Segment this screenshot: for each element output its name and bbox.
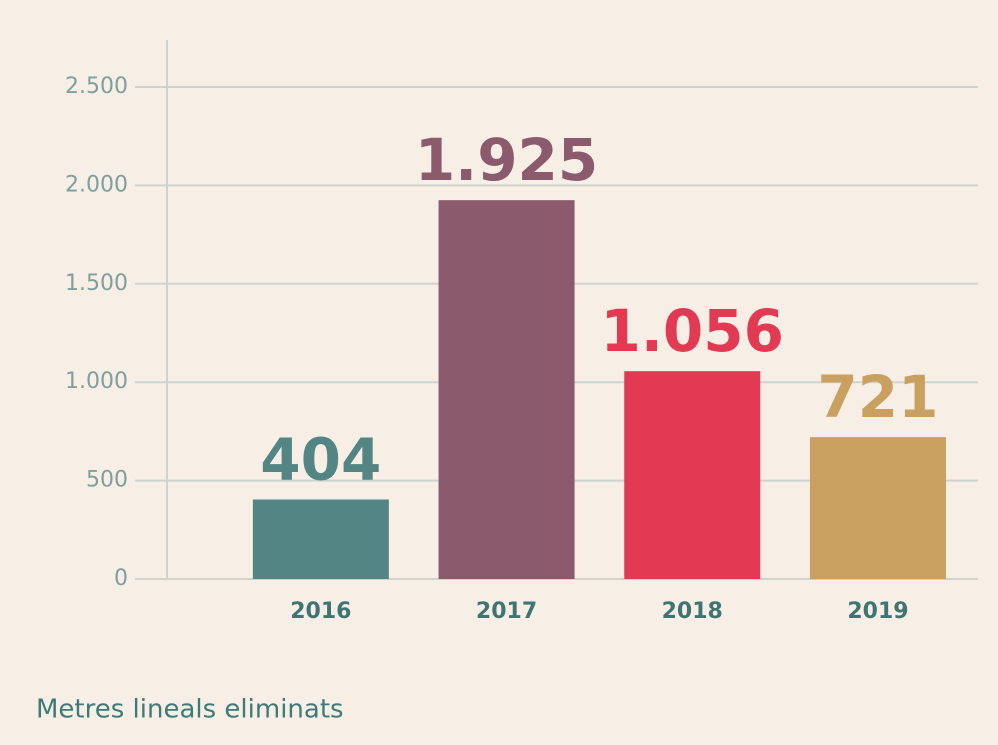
y-tick-label: 1.500 — [65, 271, 128, 296]
value-label: 1.925 — [415, 126, 598, 194]
value-label: 721 — [817, 363, 938, 431]
x-tick-label: 2017 — [476, 599, 537, 624]
bar — [438, 200, 575, 579]
y-tick-label: 2.000 — [65, 172, 128, 197]
x-tick-label: 2019 — [847, 599, 908, 624]
y-tick-label: 0 — [114, 566, 128, 591]
caption: Metres lineals eliminats — [36, 695, 344, 725]
bar — [252, 499, 389, 579]
value-label: 1.056 — [601, 297, 784, 365]
bar — [624, 371, 761, 579]
x-tick-label: 2016 — [290, 599, 351, 624]
x-tick-label: 2018 — [662, 599, 723, 624]
y-tick-label: 500 — [86, 468, 128, 493]
value-label: 404 — [260, 425, 381, 493]
y-tick-label: 2.500 — [65, 74, 128, 99]
bar — [809, 437, 946, 579]
y-tick-label: 1.000 — [65, 369, 128, 394]
